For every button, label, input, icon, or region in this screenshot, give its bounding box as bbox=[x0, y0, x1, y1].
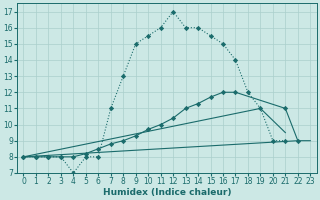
X-axis label: Humidex (Indice chaleur): Humidex (Indice chaleur) bbox=[103, 188, 231, 197]
